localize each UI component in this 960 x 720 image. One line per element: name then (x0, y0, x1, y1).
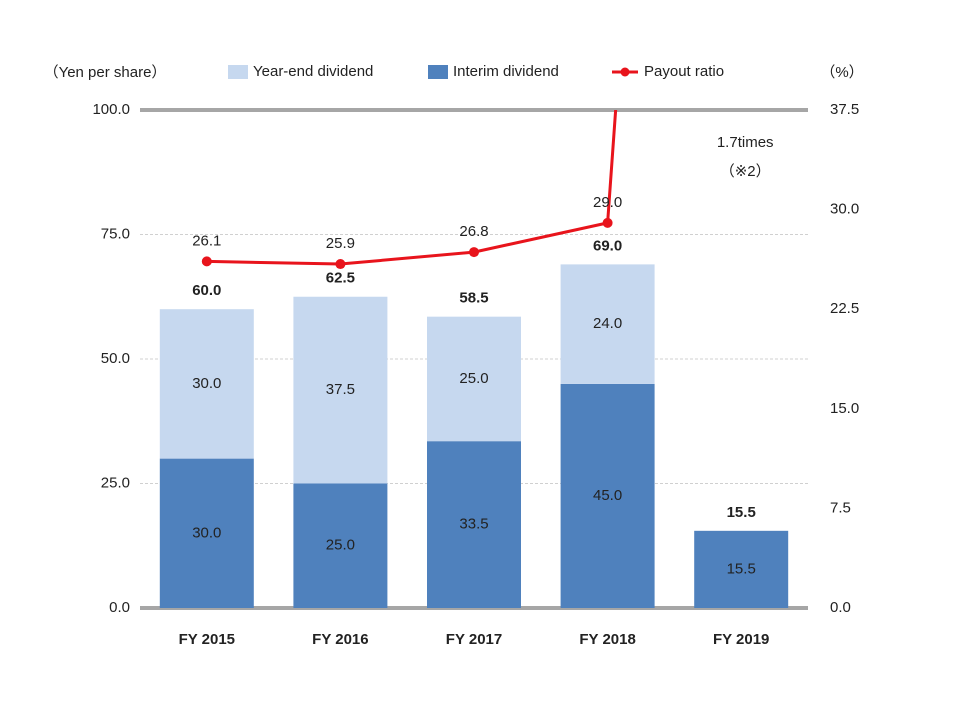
y-axis-label: （Yen per share） (44, 64, 167, 81)
x-tick-label: FY 2019 (713, 631, 769, 648)
bar-segment (694, 530, 789, 608)
legend-label: Payout ratio (644, 63, 724, 80)
y2-tick-label: 7.5 (830, 499, 851, 516)
payout-marker (201, 256, 212, 267)
legend-label: Year-end dividend (253, 63, 373, 80)
x-tick-label: FY 2018 (579, 631, 635, 648)
total-label: 62.5 (326, 270, 355, 287)
bar-segment (293, 483, 388, 608)
payout-label: 25.9 (326, 235, 355, 252)
payout-marker (602, 217, 613, 228)
annotation: （※2） (720, 163, 771, 180)
bar-value-label: 37.5 (326, 381, 355, 398)
y2-tick-label: 37.5 (830, 101, 859, 118)
y-tick-label: 0.0 (109, 599, 130, 616)
payout-marker (469, 247, 479, 258)
bar-segment (293, 296, 388, 484)
x-tick-label: FY 2016 (312, 631, 368, 648)
line-layer (201, 110, 618, 270)
bar-value-label: 25.0 (326, 537, 355, 554)
bar-value-label: 30.0 (192, 524, 221, 541)
bar-value-label: 30.0 (192, 375, 221, 392)
legend-swatch (228, 65, 248, 79)
total-label: 15.5 (727, 504, 756, 521)
bar-segment (560, 383, 655, 608)
payout-label: 1.7times (717, 134, 774, 151)
total-label: 60.0 (192, 282, 221, 299)
y2-tick-label: 22.5 (830, 300, 859, 317)
y-tick-label: 75.0 (101, 225, 130, 242)
bar-segment (560, 264, 655, 384)
bar-value-label: 33.5 (459, 516, 488, 533)
bar-segment (427, 316, 521, 442)
payout-marker (335, 259, 346, 270)
y-tick-label: 100.0 (92, 101, 130, 118)
bar-value-label: 45.0 (593, 487, 622, 504)
y2-tick-label: 30.0 (830, 201, 859, 218)
bar-value-label: 24.0 (593, 315, 622, 332)
total-label: 58.5 (459, 290, 488, 307)
y2-tick-label: 0.0 (830, 599, 851, 616)
payout-label: 26.1 (192, 232, 221, 249)
legend-swatch (428, 65, 448, 79)
bar-segment (159, 309, 254, 459)
y-tick-label: 25.0 (101, 474, 130, 491)
y2-tick-label: 15.0 (830, 400, 859, 417)
bar-segment (427, 441, 521, 608)
y2-axis-label: （%） (820, 64, 863, 81)
y-tick-label: 50.0 (101, 350, 130, 367)
legend-label: Interim dividend (453, 63, 559, 80)
x-tick-label: FY 2015 (179, 631, 235, 648)
payout-label: 26.8 (459, 223, 488, 240)
bar-value-label: 25.0 (459, 370, 488, 387)
bar-value-label: 15.5 (727, 560, 756, 577)
legend-marker (620, 67, 630, 77)
bar-segment (159, 458, 254, 608)
x-tick-label: FY 2017 (446, 631, 502, 648)
total-label: 69.0 (593, 237, 622, 254)
payout-label: 29.0 (593, 194, 622, 211)
